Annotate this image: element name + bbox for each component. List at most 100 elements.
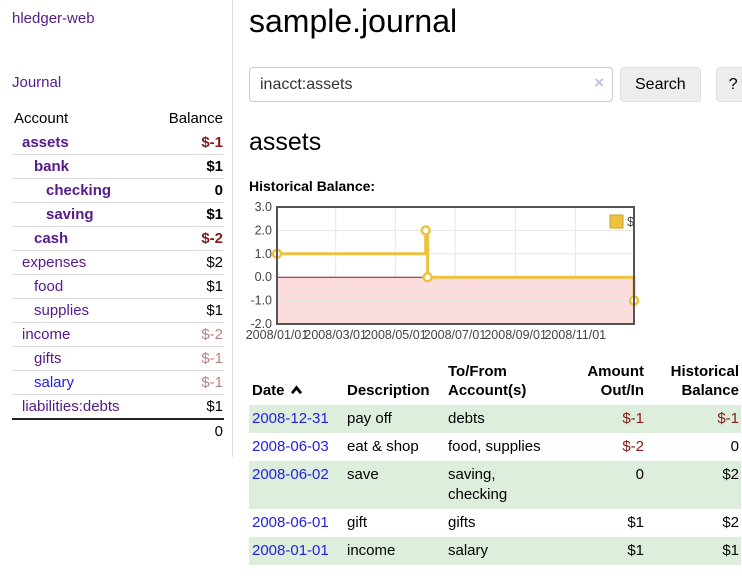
historical-balance-chart: 3.0 2.0 1.0 0.0 -1.0 -2.02008/01/012008/03/01… [246,200,640,342]
accounts-table: Account Balance assets $-1 bank $1 checking 0… [12,107,224,443]
txn-accounts-cell: debts [448,410,485,427]
account-name-cell: food [12,274,151,299]
account-row: assets $-1 [12,131,224,155]
txn-date-cell: 2008-06-01 [249,509,344,537]
account-name-cell: salary [12,370,151,395]
txn-date-cell: 2008-06-03 [249,433,344,461]
txn-date-link[interactable]: 2008-06-03 [252,438,329,455]
account-balance: $1 [150,394,224,419]
sidebar-account-supplies[interactable]: supplies [34,302,90,319]
sidebar-account-assets[interactable]: assets [22,134,69,151]
txn-description-cell: gift [347,514,368,531]
table-row: 2008-06-02 save saving, checking 0 $2 [249,461,741,509]
txn-balance-cell: $2 [722,466,739,483]
legend-swatch [609,214,624,229]
account-balance: $1 [150,202,224,227]
txn-amount-cell: $1 [627,514,644,531]
accounts-col-account: Account [14,110,69,127]
account-balance: $1 [150,154,224,179]
txn-amount-cell: $1 [627,542,644,559]
sidebar-account-income[interactable]: income [22,326,71,343]
data-point-marker [422,271,433,283]
txn-description-cell: pay off [347,410,392,427]
account-row: bank $1 [12,154,224,179]
txn-date-cell: 2008-06-02 [249,461,344,509]
transactions-header-row: Date Description To/From Account(s) Amou… [249,360,741,405]
account-row: food $1 [12,274,224,299]
txn-date-link[interactable]: 2008-12-31 [252,410,329,427]
account-name-cell: income [12,322,151,347]
col-amount: Amount Out/In [587,363,644,399]
account-balance: $-2 [150,226,224,251]
account-name-cell: gifts [12,346,151,371]
account-balance: $1 [150,274,224,299]
account-balance: $-1 [201,134,223,151]
sidebar-account-expenses[interactable]: expenses [22,254,87,271]
table-row: 2008-01-01 income salary $1 $1 [249,537,741,565]
account-name-cell: checking [12,178,151,203]
sidebar-account-bank[interactable]: bank [34,158,70,175]
account-row: supplies $1 [12,298,224,323]
app-title-link[interactable]: hledger-web [12,10,95,27]
txn-amount-cell: 0 [635,466,644,483]
y-axis-tick-label: -1.0 [250,294,272,308]
main-content: sample.journal × Search ? assets Histori… [233,0,742,565]
x-axis-tick-label: 2008/01/01 [246,328,309,342]
plot-border [276,206,635,325]
account-name-cell: cash [12,226,151,251]
account-row: liabilities:debts $1 [12,394,224,419]
txn-date-cell: 2008-01-01 [249,537,344,565]
accounts-col-balance: Balance [168,110,223,127]
sidebar-item-journal[interactable]: Journal [12,74,62,91]
txn-balance-cell: $2 [722,514,739,531]
sidebar-account-checking[interactable]: checking [46,182,112,199]
x-axis-tick-label: 2008/03/01 [304,328,367,342]
txn-date-link[interactable]: 2008-06-02 [252,466,329,483]
chart-box: 3.0 2.0 1.0 0.0 -1.0 -2.0 2008/01/01 2008/03/01… [246,200,742,345]
txn-amount-cell: $-1 [622,410,644,427]
account-name-cell: liabilities:debts [12,394,151,419]
account-balance: $1 [150,298,224,323]
y-axis-tick-label: 0.0 [255,270,272,284]
txn-balance-cell: $1 [722,542,739,559]
account-balance: 0 [150,178,224,203]
sidebar-account-liabilities-debts[interactable]: liabilities:debts [22,398,120,415]
search-input-wrap: × [249,67,613,102]
search-input[interactable] [249,67,613,102]
txn-accounts-cell: food, supplies [448,438,541,455]
clear-search-icon[interactable]: × [594,73,604,92]
txn-date-link[interactable]: 2008-06-01 [252,514,329,531]
account-name-cell: supplies [12,298,151,323]
txn-description-cell: eat & shop [347,438,419,455]
col-accounts: To/From Account(s) [448,363,527,399]
sort-asc-icon [290,385,302,395]
txn-date-link[interactable]: 2008-01-01 [252,542,329,559]
x-axis-tick-label: 2008/11/01 [544,328,606,342]
table-row: 2008-06-01 gift gifts $1 $2 [249,509,741,537]
account-balance: $-1 [150,370,224,395]
search-button[interactable]: Search [620,67,701,102]
account-name-cell: bank [12,154,151,179]
y-axis-tick-label: 1.0 [255,247,272,261]
txn-accounts-cell: gifts [448,514,476,531]
sidebar-account-salary[interactable]: salary [34,374,75,391]
table-row: 2008-06-03 eat & shop food, supplies $-2 0 [249,433,741,461]
col-date[interactable]: Date [249,360,344,405]
sidebar-account-saving[interactable]: saving [46,206,94,223]
page-title: sample.journal [249,3,458,39]
sidebar-account-gifts[interactable]: gifts [34,350,62,367]
account-name-cell: assets [12,131,150,155]
account-name-cell: expenses [12,250,151,275]
txn-description-cell: save [347,466,379,483]
x-axis-tick-label: 2008/05/01 [364,328,427,342]
table-row: 2008-12-31 pay off debts $-1 $-1 [249,405,741,433]
txn-accounts-cell: saving, checking [448,466,508,503]
sidebar: hledger-web Journal Account Balance asse… [0,0,233,457]
account-row: expenses $2 [12,250,224,275]
sidebar-account-cash[interactable]: cash [34,230,69,247]
y-axis-tick-label: 2.0 [255,223,272,237]
sidebar-account-food[interactable]: food [34,278,64,295]
data-point-marker [420,225,431,236]
legend-label: $ [627,215,634,229]
help-button[interactable]: ? [715,67,742,102]
